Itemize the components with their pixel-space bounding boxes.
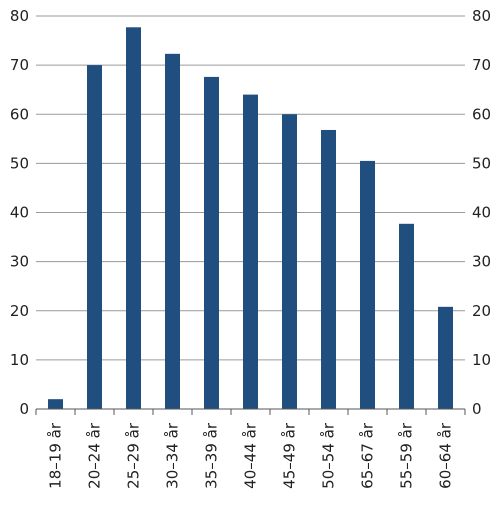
y-tick-label-right: 30 xyxy=(472,253,491,271)
y-tick-label-left: 40 xyxy=(10,204,29,222)
y-tick-label-right: 0 xyxy=(472,400,482,418)
bar-10 xyxy=(438,306,453,409)
y-tick-label-left: 80 xyxy=(10,7,29,25)
category-label: 40–44 år xyxy=(242,422,260,489)
bar-6 xyxy=(282,114,297,409)
category-label: 35–39 år xyxy=(203,422,221,489)
bar-4 xyxy=(204,76,219,409)
right-y-tick-labels: 0 10 20 30 40 50 60 70 80 xyxy=(472,7,491,418)
category-label: 25–29 år xyxy=(125,422,143,489)
bar-9 xyxy=(399,223,414,409)
bar-7 xyxy=(321,129,336,409)
y-tick-label-right: 20 xyxy=(472,302,491,320)
y-tick-label-left: 0 xyxy=(19,400,29,418)
y-tick-label-right: 50 xyxy=(472,154,491,172)
bar-8 xyxy=(360,160,375,409)
y-tick-label-left: 20 xyxy=(10,302,29,320)
bar-5 xyxy=(243,94,258,409)
category-label: 55–59 år xyxy=(398,422,416,489)
bar-0 xyxy=(48,399,63,409)
left-y-tick-labels: 0 10 20 30 40 50 60 70 80 xyxy=(10,7,29,418)
y-tick-label-right: 40 xyxy=(472,204,491,222)
y-tick-label-right: 70 xyxy=(472,56,491,74)
bar-3 xyxy=(165,53,180,410)
category-label: 18–19 år xyxy=(47,422,65,489)
y-tick-label-left: 70 xyxy=(10,56,29,74)
bar-2 xyxy=(126,27,141,410)
y-tick-label-left: 60 xyxy=(10,105,29,123)
y-tick-label-left: 50 xyxy=(10,154,29,172)
y-tick-label-right: 10 xyxy=(472,351,491,369)
category-label: 20–24 år xyxy=(86,422,104,489)
category-label: 65–67 år xyxy=(359,422,377,489)
category-label: 60–64 år xyxy=(437,422,455,489)
y-tick-label-right: 80 xyxy=(472,7,491,25)
category-label: 45–49 år xyxy=(281,422,299,489)
axes xyxy=(35,408,466,415)
category-label: 50–54 år xyxy=(320,422,338,489)
category-labels: 18–19 år 20–24 år 25–29 år 30–34 år 35–39 år… xyxy=(47,422,455,489)
y-tick-label-right: 60 xyxy=(472,105,491,123)
y-tick-label-left: 10 xyxy=(10,351,29,369)
bar-1 xyxy=(87,65,102,409)
category-label: 30–34 år xyxy=(164,422,182,489)
bars xyxy=(48,27,453,410)
y-tick-label-left: 30 xyxy=(10,253,29,271)
